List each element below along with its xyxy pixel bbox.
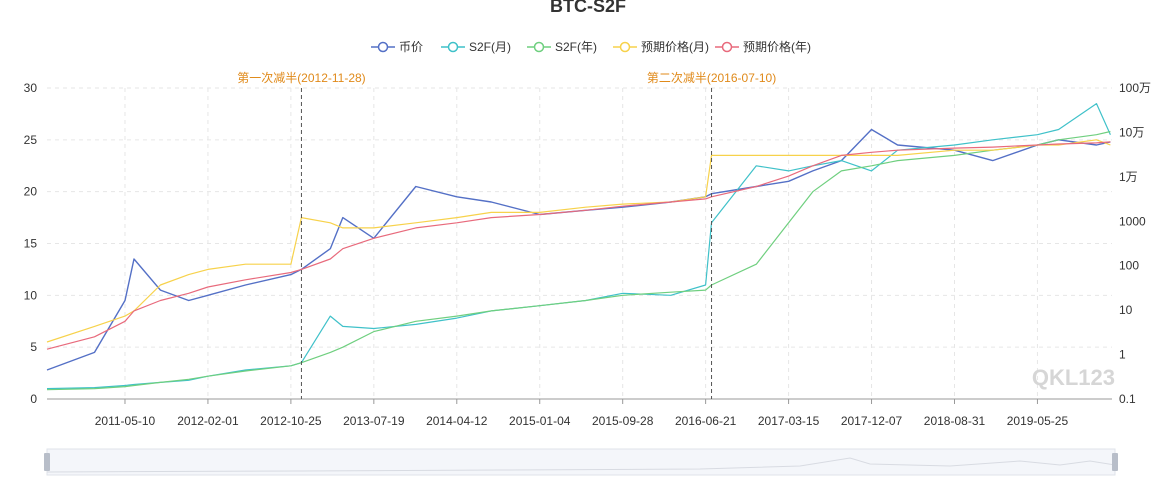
x-tick-label: 2017-12-07 — [841, 414, 903, 428]
x-tick-label: 2015-09-28 — [592, 414, 654, 428]
y-right-tick-label: 10 — [1119, 303, 1133, 317]
y-left-tick-label: 30 — [24, 81, 38, 95]
y-left-tick-label: 0 — [30, 392, 37, 406]
data-zoom-slider[interactable] — [44, 448, 1118, 476]
y-right-tick-label: 1万 — [1119, 170, 1138, 184]
y-right-tick-label: 1 — [1119, 348, 1126, 362]
zoom-preview — [46, 457, 1116, 473]
watermark: QKL123 — [1032, 365, 1115, 390]
x-axis: 2011-05-10 2012-02-01 2012-10-25 2013-07-19… — [95, 399, 1069, 428]
legend-label: 预期价格(年) — [743, 39, 811, 54]
x-tick-label: 2014-04-12 — [426, 414, 488, 428]
watermark-text: QKL123 — [1032, 365, 1115, 390]
legend-item-expected-month[interactable]: 预期价格(月) — [613, 39, 709, 54]
y-left-tick-label: 25 — [24, 133, 38, 147]
series-lines — [46, 103, 1111, 391]
zoom-handle-right[interactable] — [1112, 453, 1118, 471]
y-left-tick-label: 10 — [24, 288, 38, 302]
legend-swatch-dot — [447, 41, 459, 53]
halving-annotations: 第一次减半(2012-11-28) 第二次减半(2016-07-10) — [237, 71, 776, 399]
x-tick-label: 2013-07-19 — [343, 414, 405, 428]
y-left-tick-label: 20 — [24, 185, 38, 199]
halving-marker-label: 第二次减半(2016-07-10) — [647, 71, 776, 85]
legend-swatch-dot — [533, 41, 545, 53]
x-tick-label: 2011-05-10 — [95, 414, 156, 428]
series-line-expected-month — [46, 139, 1111, 343]
halving-marker-label: 第一次减半(2012-11-28) — [237, 71, 366, 85]
legend-label: 币价 — [399, 40, 423, 54]
legend-label: 预期价格(月) — [641, 39, 709, 54]
y-left-tick-label: 5 — [30, 340, 37, 354]
legend-item-price[interactable]: 币价 — [371, 40, 423, 54]
zoom-track[interactable] — [46, 448, 1116, 476]
series-line-s2f-month — [46, 103, 1111, 390]
y-right-tick-label: 100万 — [1119, 81, 1151, 95]
y-right-tick-label: 100 — [1119, 259, 1139, 273]
x-tick-label: 2018-08-31 — [924, 414, 986, 428]
x-tick-label: 2016-06-21 — [675, 414, 737, 428]
x-tick-label: 2012-10-25 — [260, 414, 322, 428]
legend-item-s2f-month[interactable]: S2F(月) — [441, 40, 511, 54]
legend-item-expected-year[interactable]: 预期价格(年) — [715, 39, 811, 54]
legend: 币价 S2F(月) S2F(年) 预期价格(月) 预期价格(年) — [371, 39, 811, 54]
legend-label: S2F(年) — [555, 40, 597, 54]
series-line-price — [46, 128, 1111, 371]
y-right-tick-label: 0.1 — [1119, 392, 1136, 406]
legend-item-s2f-year[interactable]: S2F(年) — [527, 40, 597, 54]
y-axis-right: 0.1 1 10 100 1000 1万 10万 100万 — [1119, 81, 1151, 406]
y-left-tick-label: 15 — [24, 237, 38, 251]
y-axis-left: 0 5 10 15 20 25 30 — [24, 81, 38, 406]
x-tick-label: 2015-01-04 — [509, 414, 571, 428]
chart-title: BTC-S2F — [550, 0, 626, 16]
y-right-tick-label: 10万 — [1119, 125, 1144, 139]
x-tick-label: 2019-05-25 — [1007, 414, 1069, 428]
series-line-expected-year — [46, 141, 1111, 350]
zoom-handle-left[interactable] — [44, 453, 50, 471]
legend-swatch-dot — [721, 41, 733, 53]
y-right-tick-label: 1000 — [1119, 214, 1146, 228]
x-tick-label: 2012-02-01 — [177, 414, 239, 428]
legend-label: S2F(月) — [469, 40, 511, 54]
legend-swatch-dot — [377, 41, 389, 53]
legend-swatch-dot — [619, 41, 631, 53]
grid-lines — [47, 87, 1112, 400]
series-line-s2f-year — [46, 130, 1111, 391]
x-tick-label: 2017-03-15 — [758, 414, 820, 428]
